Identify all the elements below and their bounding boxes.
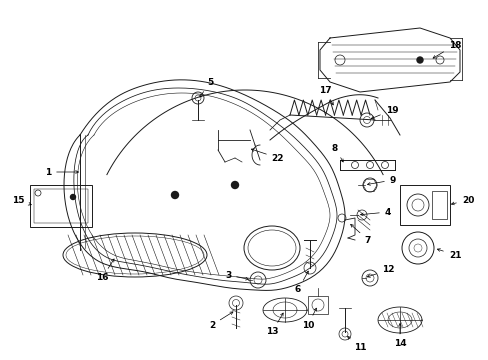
Text: 2: 2 (208, 312, 232, 329)
Text: 14: 14 (393, 324, 406, 348)
Text: 1: 1 (45, 167, 78, 176)
Text: 11: 11 (347, 337, 366, 352)
Circle shape (231, 181, 238, 189)
Text: 12: 12 (366, 266, 393, 277)
Text: 5: 5 (200, 77, 213, 97)
Text: 8: 8 (331, 144, 343, 162)
Text: 7: 7 (350, 224, 370, 244)
Circle shape (70, 194, 75, 199)
Text: 22: 22 (251, 149, 284, 162)
Circle shape (171, 192, 178, 198)
Bar (30, 185, 92, 227)
Text: 13: 13 (265, 313, 283, 337)
Text: 4: 4 (360, 207, 390, 216)
Text: 21: 21 (436, 249, 460, 260)
Text: 15: 15 (12, 195, 31, 205)
Text: 9: 9 (367, 176, 395, 185)
Text: 16: 16 (96, 259, 114, 283)
Bar (431, 191, 446, 219)
Bar (399, 185, 449, 225)
Bar (34, 189, 88, 223)
Text: 18: 18 (432, 41, 460, 58)
Text: 3: 3 (224, 270, 248, 280)
Text: 17: 17 (318, 86, 333, 105)
Text: 6: 6 (294, 271, 307, 294)
Text: 19: 19 (370, 105, 398, 119)
Bar (307, 296, 327, 314)
Text: 20: 20 (450, 195, 473, 205)
Text: 10: 10 (301, 308, 316, 329)
Circle shape (416, 57, 422, 63)
